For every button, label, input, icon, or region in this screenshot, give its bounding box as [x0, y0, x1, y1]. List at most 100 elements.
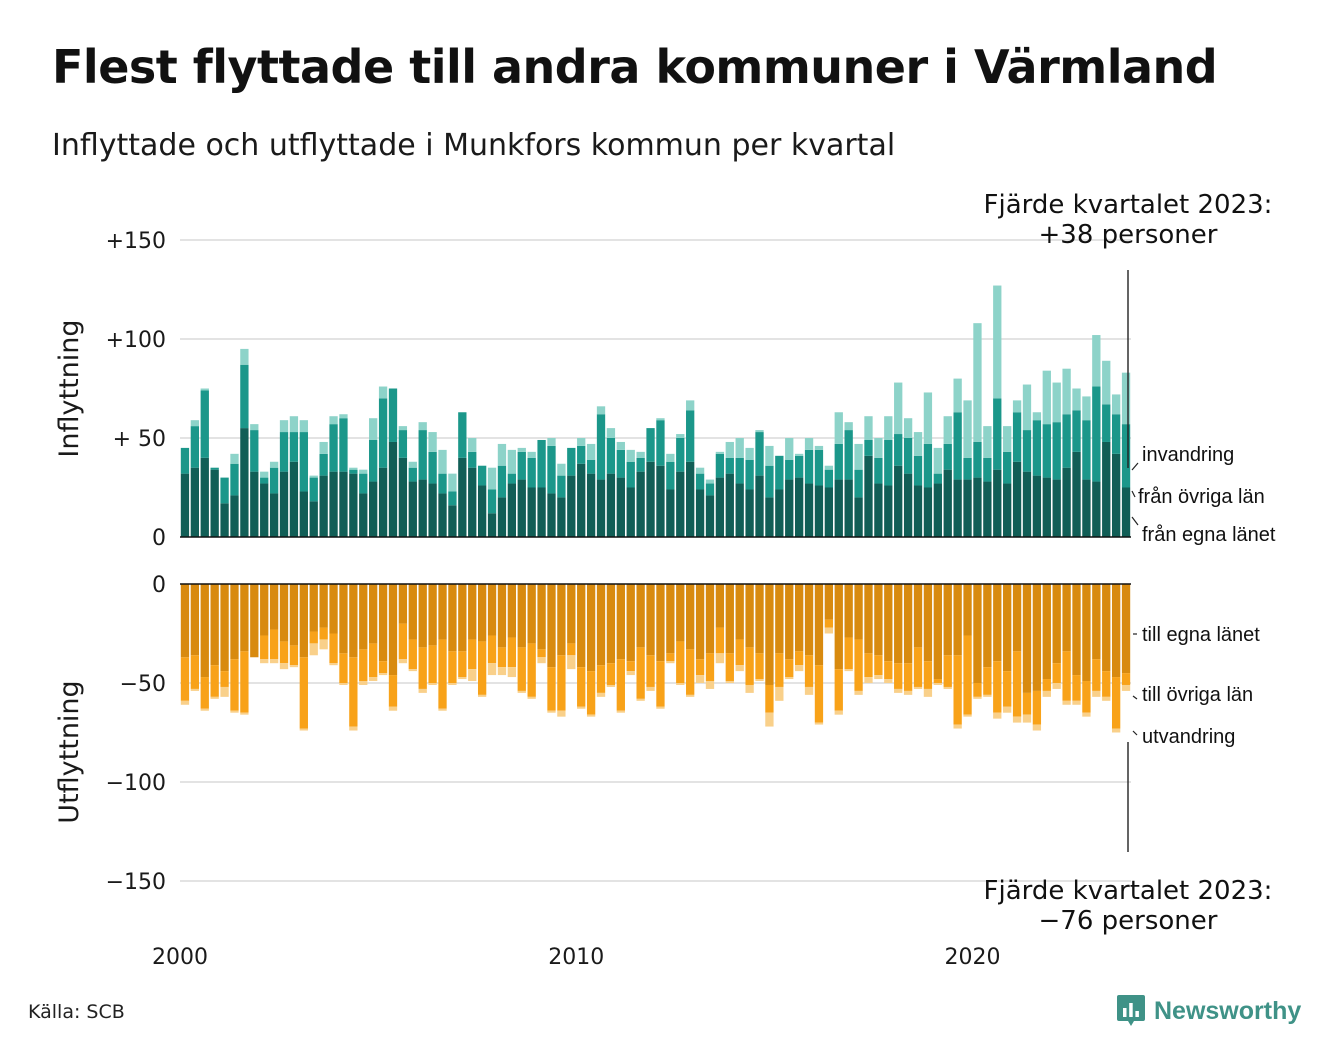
bar-out-0	[577, 584, 586, 668]
bar-out-1	[854, 639, 863, 691]
bar-out-0	[775, 584, 784, 654]
bar-out-1	[349, 657, 358, 727]
bar-in-0	[577, 463, 586, 537]
bar-out-2	[735, 665, 744, 672]
bar-in-1	[695, 473, 705, 490]
bar-in-2	[755, 430, 764, 433]
bar-in-1	[586, 459, 596, 474]
bar-in-2	[279, 420, 289, 433]
bar-in-2	[260, 471, 269, 478]
bar-in-0	[339, 471, 348, 537]
bar-out-2	[497, 667, 507, 676]
series-label-in: från övriga län	[1138, 486, 1265, 508]
bar-in-2	[725, 441, 734, 458]
bar-out-1	[804, 655, 814, 687]
bar-out-0	[993, 584, 1002, 662]
bar-out-0	[428, 584, 437, 646]
bar-out-0	[596, 584, 606, 666]
bar-out-1	[1082, 681, 1091, 713]
bar-out-2	[577, 706, 586, 709]
bar-out-0	[755, 584, 764, 654]
bar-in-0	[884, 485, 893, 537]
bar-in-0	[616, 477, 625, 537]
bar-in-0	[527, 487, 536, 537]
bar-in-0	[933, 483, 942, 537]
bar-out-2	[715, 653, 725, 664]
bar-in-0	[388, 441, 398, 537]
bar-out-2	[864, 677, 873, 683]
bar-out-1	[369, 643, 378, 678]
bar-in-2	[626, 449, 635, 462]
bar-out-1	[210, 665, 219, 697]
bar-out-1	[834, 669, 843, 711]
bar-out-0	[349, 584, 358, 658]
bar-out-2	[1032, 724, 1042, 731]
bar-in-1	[596, 414, 606, 480]
bar-out-2	[517, 690, 526, 693]
bar-out-1	[725, 653, 734, 682]
y-tick-label: 0	[152, 573, 166, 598]
bar-in-0	[329, 471, 338, 537]
bar-out-2	[963, 714, 972, 717]
bar-in-2	[903, 418, 913, 438]
bar-out-2	[339, 683, 348, 685]
bar-out-1	[200, 677, 209, 709]
bar-in-2	[616, 441, 625, 450]
bar-out-1	[388, 675, 398, 707]
bar-in-0	[695, 489, 705, 537]
bar-in-2	[874, 438, 883, 458]
bar-out-1	[527, 643, 536, 697]
bar-out-0	[874, 584, 883, 656]
bar-in-1	[606, 438, 616, 474]
bar-in-1	[735, 457, 744, 484]
bar-out-2	[230, 710, 239, 713]
bar-out-0	[626, 584, 635, 662]
bar-out-2	[606, 684, 616, 687]
bar-in-1	[398, 430, 408, 458]
bar-in-0	[438, 493, 447, 537]
bar-in-2	[497, 443, 507, 466]
bar-in-2	[943, 416, 952, 444]
bar-out-1	[903, 663, 913, 691]
bar-in-2	[1032, 412, 1042, 421]
bar-out-1	[824, 619, 834, 628]
bar-in-2	[1003, 426, 1012, 452]
bar-out-1	[993, 661, 1002, 713]
bar-in-0	[428, 483, 437, 537]
bar-out-1	[913, 647, 923, 687]
bar-in-0	[1062, 467, 1071, 537]
total-label-out: Fjärde kvartalet 2023:	[984, 876, 1273, 906]
bar-out-2	[1082, 712, 1091, 717]
bar-out-2	[438, 708, 447, 711]
bar-out-0	[1032, 584, 1042, 691]
bar-in-2	[596, 406, 606, 415]
bar-out-1	[408, 639, 417, 670]
bar-out-2	[260, 659, 269, 664]
bar-in-0	[874, 483, 883, 537]
bar-out-1	[874, 655, 883, 676]
bar-in-2	[240, 348, 249, 365]
bar-out-0	[586, 584, 596, 672]
bar-out-1	[428, 645, 437, 683]
bar-in-1	[1003, 451, 1012, 484]
bar-in-1	[269, 467, 279, 494]
bar-out-2	[755, 679, 764, 682]
bar-in-0	[586, 473, 596, 537]
bar-in-0	[1092, 481, 1101, 537]
bar-out-2	[388, 706, 398, 711]
bar-out-2	[973, 696, 982, 699]
y-axis-title-out: Utflyttning	[54, 680, 85, 823]
bar-out-0	[686, 584, 695, 650]
annotation-leader	[1131, 462, 1139, 471]
bar-in-0	[686, 461, 695, 537]
bar-in-0	[834, 479, 843, 537]
bar-in-0	[705, 495, 715, 537]
bar-in-0	[606, 473, 616, 537]
bar-in-2	[973, 323, 982, 442]
bar-in-1	[517, 451, 526, 480]
bar-in-1	[230, 463, 239, 496]
bar-in-2	[894, 382, 903, 435]
bar-in-0	[943, 469, 952, 537]
bar-out-0	[745, 584, 754, 648]
brand-logo: Newsworthy	[1116, 994, 1301, 1028]
